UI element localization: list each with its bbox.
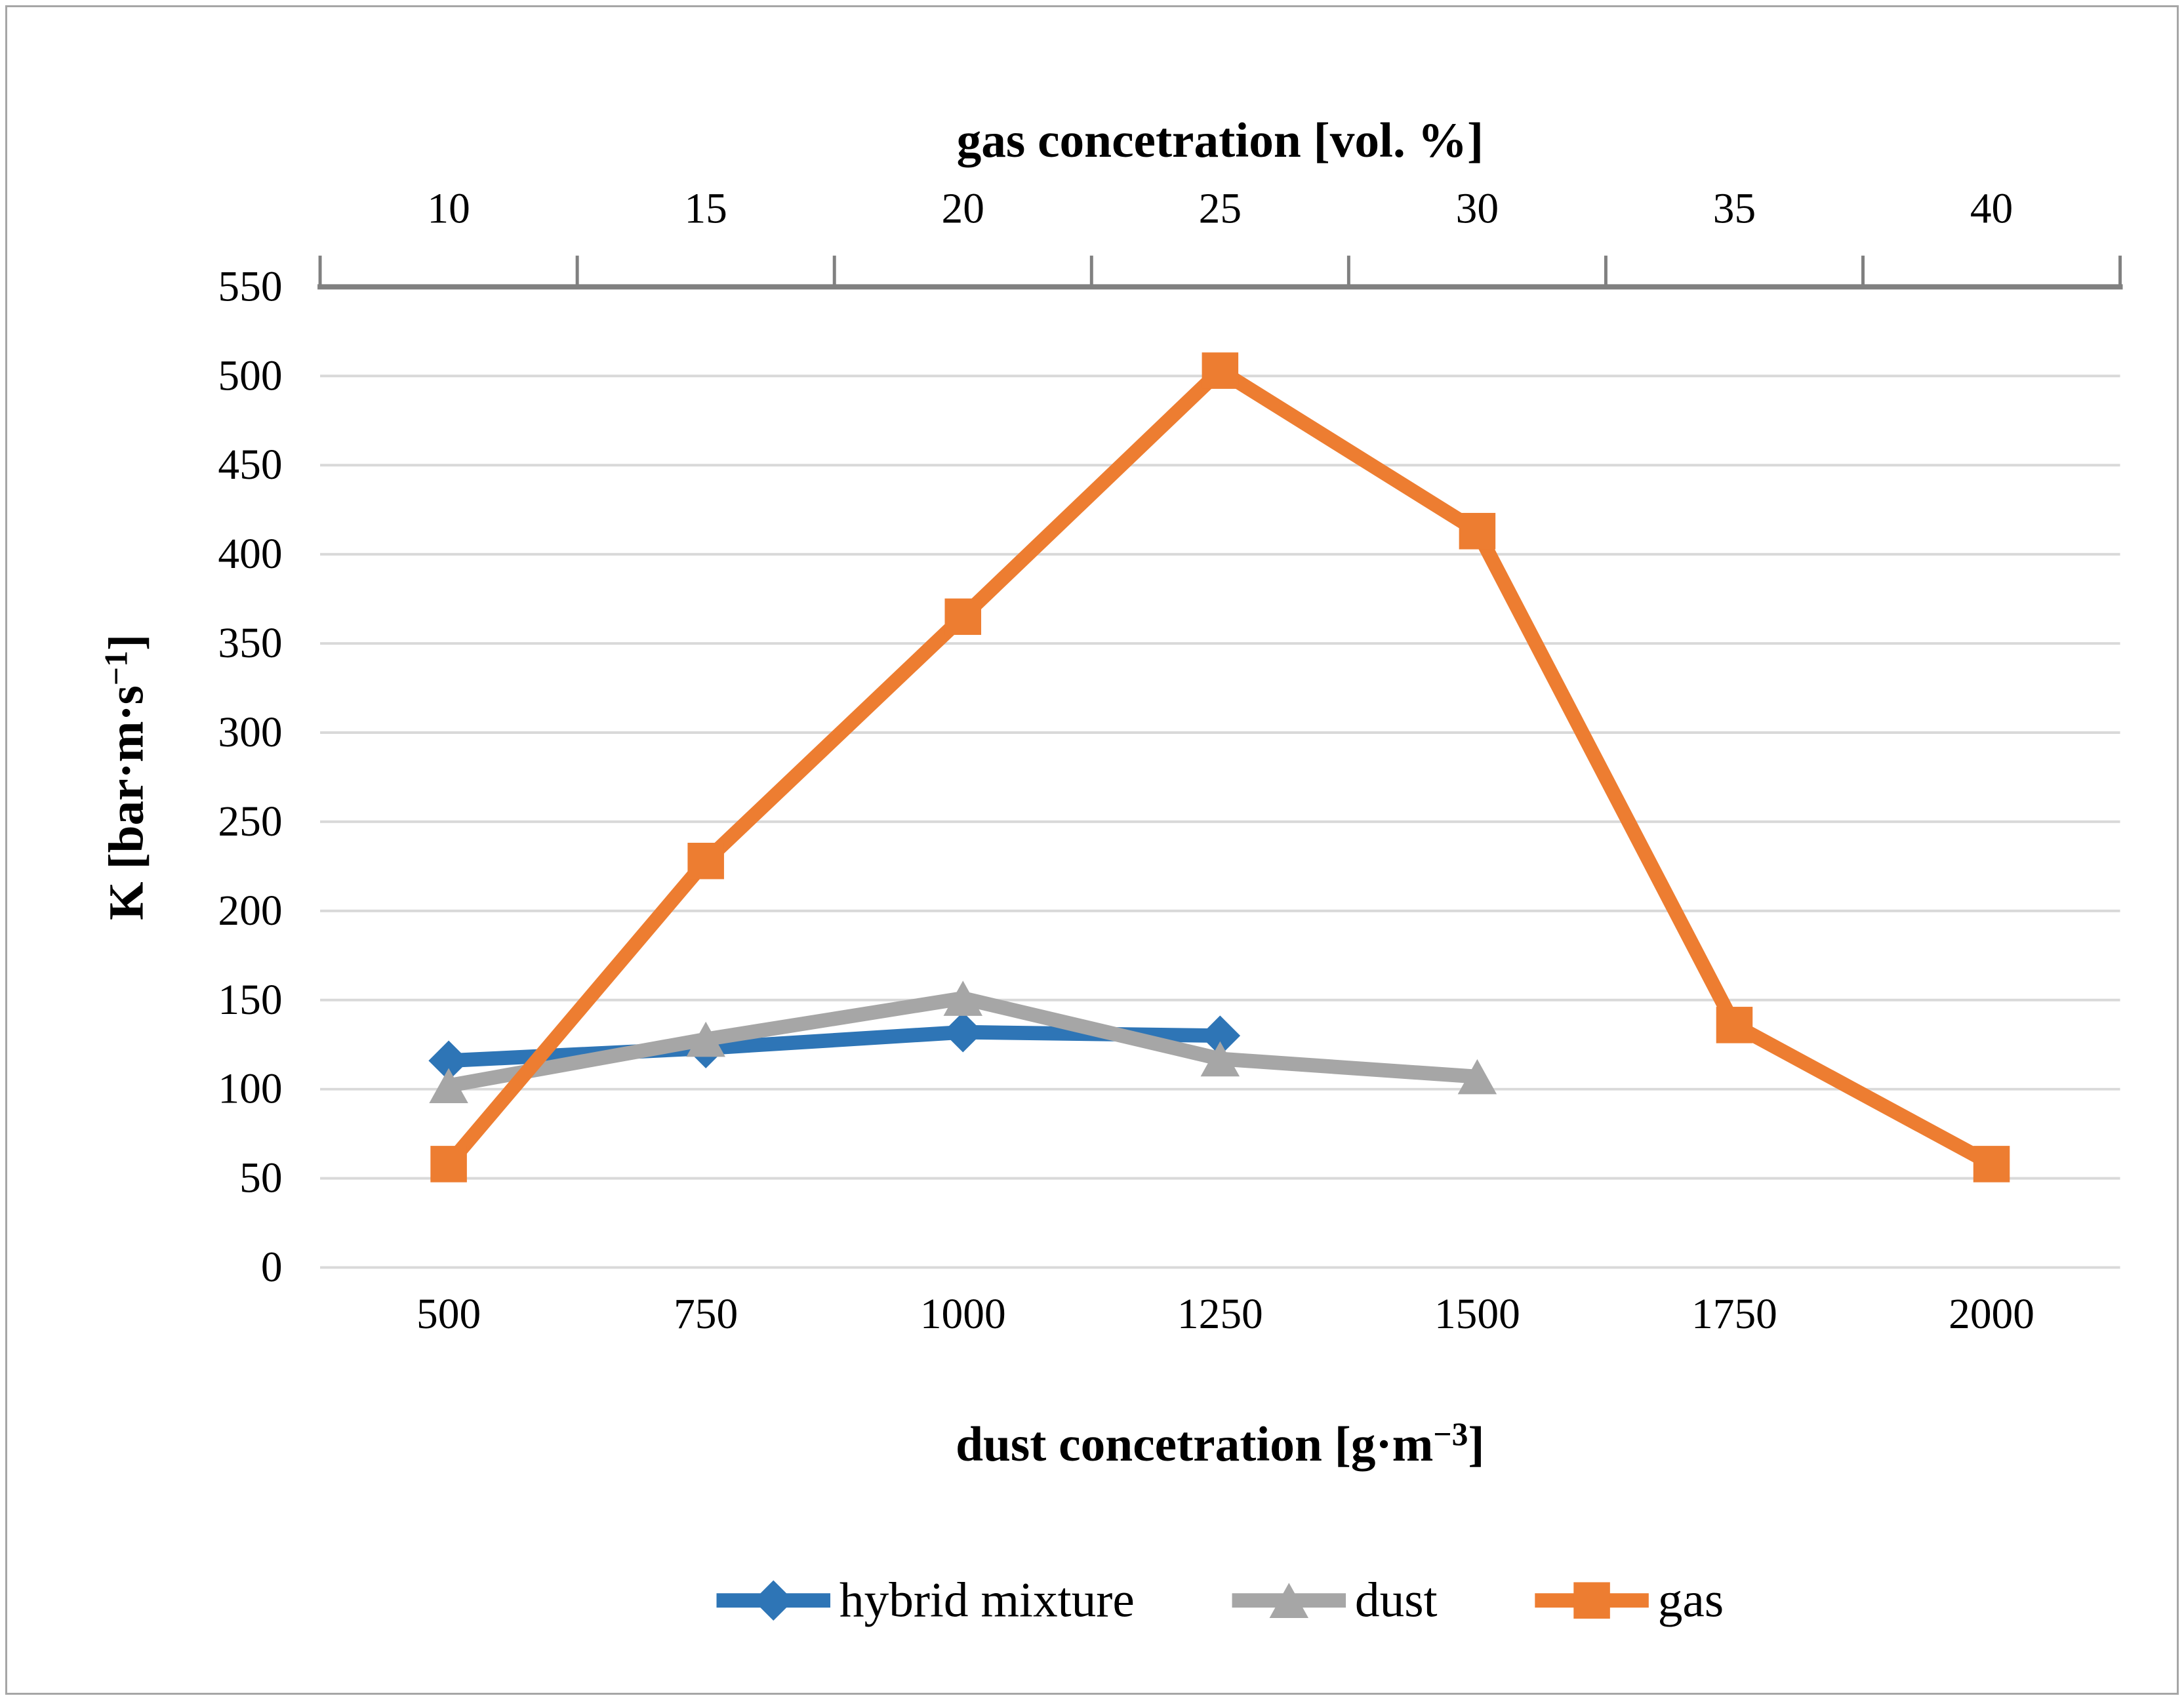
bottom-axis-title: dust concetration [g·m−3] xyxy=(956,1416,1484,1472)
y-axis-tick-label: 350 xyxy=(218,620,282,667)
bottom-axis-tick-label: 1750 xyxy=(1691,1291,1777,1338)
series-marker-triangle xyxy=(1200,1041,1240,1077)
top-axis-tick-labels: 10 15 20 25 30 35 40 xyxy=(427,185,2013,232)
series-marker-square xyxy=(430,1146,467,1183)
chart-svg: 10 15 20 25 30 35 4005010015020025030035040045… xyxy=(98,113,2123,1628)
y-axis-tick-label: 400 xyxy=(218,531,282,578)
y-axis-tick-label: 300 xyxy=(218,709,282,756)
y-axis-tick-label: 450 xyxy=(218,441,282,489)
top-axis-tick-label: 20 xyxy=(942,185,984,232)
series-marker-diamond xyxy=(1200,1015,1241,1056)
series-marker-square xyxy=(1573,1582,1610,1619)
series-marker-triangle xyxy=(686,1021,725,1057)
series-marker-triangle xyxy=(1269,1583,1309,1618)
series-marker-square xyxy=(944,598,982,636)
y-axis-tick-label: 200 xyxy=(218,887,282,935)
bottom-axis-tick-label: 1250 xyxy=(1177,1291,1263,1338)
series-marker-square xyxy=(1202,352,1239,389)
bottom-axis-tick-label: 1500 xyxy=(1434,1291,1520,1338)
y-axis-tick-label: 150 xyxy=(218,977,282,1024)
bottom-axis-tick-label: 500 xyxy=(416,1291,481,1338)
series-marker-diamond xyxy=(753,1580,794,1621)
series-marker-triangle xyxy=(429,1068,468,1104)
series-marker-square xyxy=(1973,1146,2010,1183)
y-axis-title: K [bar·m·s−1] xyxy=(98,634,154,920)
top-axis-tick-label: 30 xyxy=(1456,185,1499,232)
gridlines xyxy=(320,374,2120,1269)
bottom-axis-tick-labels: 500 750 1000 1250 1500 1750 2000 xyxy=(416,1291,2034,1338)
y-axis-tick-label: 250 xyxy=(218,798,282,845)
series-marker-triangle xyxy=(1457,1059,1497,1095)
y-axis-tick-labels: 0 50 100 150 200 250 300 350 400 450 500 550 xyxy=(218,263,282,1291)
series-gas xyxy=(430,352,2010,1183)
y-axis-tick-label: 0 xyxy=(261,1244,283,1291)
legend-item-dust: dust xyxy=(1232,1573,1438,1628)
legend-label: hybrid mixture xyxy=(839,1573,1135,1628)
series-marker-square xyxy=(687,842,724,880)
y-axis-tick-label: 100 xyxy=(218,1066,282,1113)
series-marker-diamond xyxy=(942,1011,983,1053)
series-marker-square xyxy=(1459,513,1496,550)
legend-label: gas xyxy=(1658,1573,1724,1628)
legend-item-hybrid-mixture: hybrid mixture xyxy=(716,1573,1135,1628)
bottom-axis-tick-label: 1000 xyxy=(920,1291,1006,1338)
series-marker-triangle xyxy=(943,981,983,1016)
y-axis-tick-label: 50 xyxy=(239,1155,282,1202)
legend-label: dust xyxy=(1355,1573,1438,1628)
top-axis-tick-label: 35 xyxy=(1713,185,1756,232)
series-marker-square xyxy=(1716,1007,1753,1043)
y-axis-tick-label: 550 xyxy=(218,263,282,310)
legend: hybrid mixture dust gas xyxy=(716,1573,1724,1628)
bottom-axis-tick-label: 2000 xyxy=(1949,1291,2034,1338)
top-axis-tick-label: 15 xyxy=(684,185,727,232)
top-axis xyxy=(317,255,2123,290)
chart-frame: 10 15 20 25 30 35 40 0 50 100 150 200 250 300 350 400 45… xyxy=(5,5,2179,1695)
top-axis-tick-label: 10 xyxy=(427,185,470,232)
bottom-axis-tick-label: 750 xyxy=(674,1291,738,1338)
top-axis-tick-label: 25 xyxy=(1199,185,1242,232)
y-axis-tick-label: 500 xyxy=(218,352,282,399)
top-axis-tick-label: 40 xyxy=(1970,185,2013,232)
top-axis-title: gas concetration [vol. %] xyxy=(957,113,1484,168)
legend-item-gas: gas xyxy=(1535,1573,1724,1628)
series-dust xyxy=(429,981,1497,1104)
